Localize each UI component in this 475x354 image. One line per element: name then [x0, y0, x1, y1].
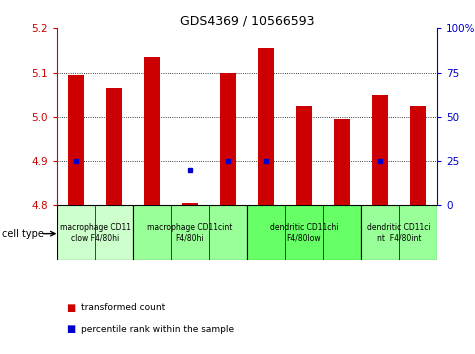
Text: macrophage CD11
clow F4/80hi: macrophage CD11 clow F4/80hi	[59, 223, 131, 242]
Text: dendritic CD11ci
nt  F4/80int: dendritic CD11ci nt F4/80int	[367, 223, 431, 242]
Text: ■: ■	[66, 303, 76, 313]
Bar	[106, 88, 122, 205]
Bar	[361, 205, 437, 260]
Bar	[334, 119, 350, 205]
Bar	[372, 95, 388, 205]
Text: dendritic CD11chi
F4/80low: dendritic CD11chi F4/80low	[270, 223, 338, 242]
Bar	[296, 106, 312, 205]
Bar	[57, 205, 133, 260]
Title: GDS4369 / 10566593: GDS4369 / 10566593	[180, 14, 314, 27]
Text: ■: ■	[66, 324, 76, 334]
Text: macrophage CD11cint
F4/80hi: macrophage CD11cint F4/80hi	[147, 223, 233, 242]
Bar	[68, 75, 84, 205]
Bar	[182, 203, 198, 205]
Bar	[410, 106, 426, 205]
Bar	[247, 205, 361, 260]
Text: transformed count: transformed count	[81, 303, 165, 313]
Text: percentile rank within the sample: percentile rank within the sample	[81, 325, 234, 334]
Bar	[133, 205, 247, 260]
Bar	[144, 57, 160, 205]
Text: cell type: cell type	[2, 229, 44, 239]
Bar	[220, 73, 236, 205]
Bar	[258, 48, 274, 205]
